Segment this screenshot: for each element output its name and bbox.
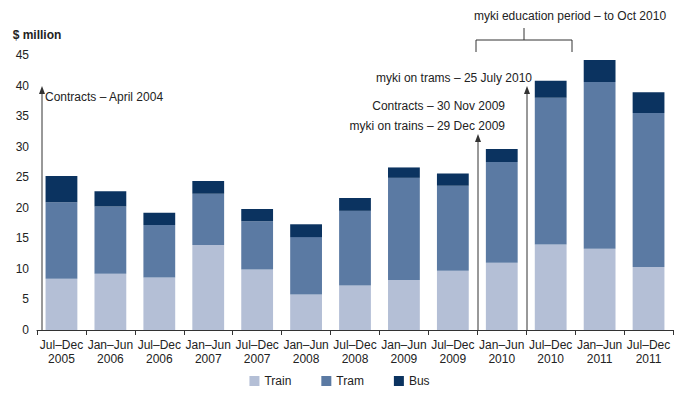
svg-text:Jan–Jun: Jan–Jun [283, 338, 328, 352]
svg-text:10: 10 [16, 262, 30, 276]
svg-text:2007: 2007 [195, 352, 222, 366]
svg-text:Contracts – April 2004: Contracts – April 2004 [45, 90, 163, 104]
svg-text:Jan–Jun: Jan–Jun [88, 338, 133, 352]
svg-text:Jul–Dec: Jul–Dec [627, 338, 670, 352]
svg-text:2008: 2008 [342, 352, 369, 366]
svg-text:2009: 2009 [439, 352, 466, 366]
svg-text:0: 0 [22, 323, 29, 337]
svg-text:40: 40 [16, 79, 30, 93]
svg-text:Jan–Jun: Jan–Jun [577, 338, 622, 352]
svg-text:Jan–Jun: Jan–Jun [479, 338, 524, 352]
svg-text:Jul–Dec: Jul–Dec [431, 338, 474, 352]
svg-text:15: 15 [16, 231, 30, 245]
svg-text:2011: 2011 [636, 352, 662, 366]
svg-text:myki on trams – 25 July 2010: myki on trams – 25 July 2010 [376, 71, 532, 85]
svg-text:Jul–Dec: Jul–Dec [40, 338, 83, 352]
svg-text:Train: Train [264, 374, 291, 388]
svg-text:Bus: Bus [409, 374, 430, 388]
svg-text:Jan–Jun: Jan–Jun [186, 338, 231, 352]
svg-text:$ million: $ million [13, 28, 62, 42]
svg-text:2011: 2011 [587, 352, 613, 366]
svg-text:Jul–Dec: Jul–Dec [138, 338, 181, 352]
svg-text:2009: 2009 [391, 352, 418, 366]
svg-text:2006: 2006 [146, 352, 173, 366]
svg-text:2010: 2010 [537, 352, 564, 366]
svg-text:Jul–Dec: Jul–Dec [235, 338, 278, 352]
svg-text:30: 30 [16, 140, 30, 154]
svg-text:2008: 2008 [293, 352, 320, 366]
svg-text:20: 20 [16, 201, 30, 215]
svg-text:2007: 2007 [244, 352, 271, 366]
svg-text:Jul–Dec: Jul–Dec [529, 338, 572, 352]
svg-text:myki on trains – 29 Dec 2009: myki on trains – 29 Dec 2009 [350, 119, 506, 133]
svg-text:35: 35 [16, 109, 30, 123]
svg-text:Contracts – 30 Nov 2009: Contracts – 30 Nov 2009 [372, 99, 505, 113]
svg-text:25: 25 [16, 170, 30, 184]
svg-text:Jan–Jun: Jan–Jun [381, 338, 426, 352]
svg-text:Jul–Dec: Jul–Dec [333, 338, 376, 352]
svg-text:2005: 2005 [48, 352, 75, 366]
svg-text:2006: 2006 [97, 352, 124, 366]
svg-text:myki education period – to Oct: myki education period – to Oct 2010 [474, 9, 666, 23]
svg-text:5: 5 [22, 292, 29, 306]
svg-text:45: 45 [16, 48, 30, 62]
svg-text:2010: 2010 [488, 352, 515, 366]
svg-text:Tram: Tram [336, 374, 364, 388]
